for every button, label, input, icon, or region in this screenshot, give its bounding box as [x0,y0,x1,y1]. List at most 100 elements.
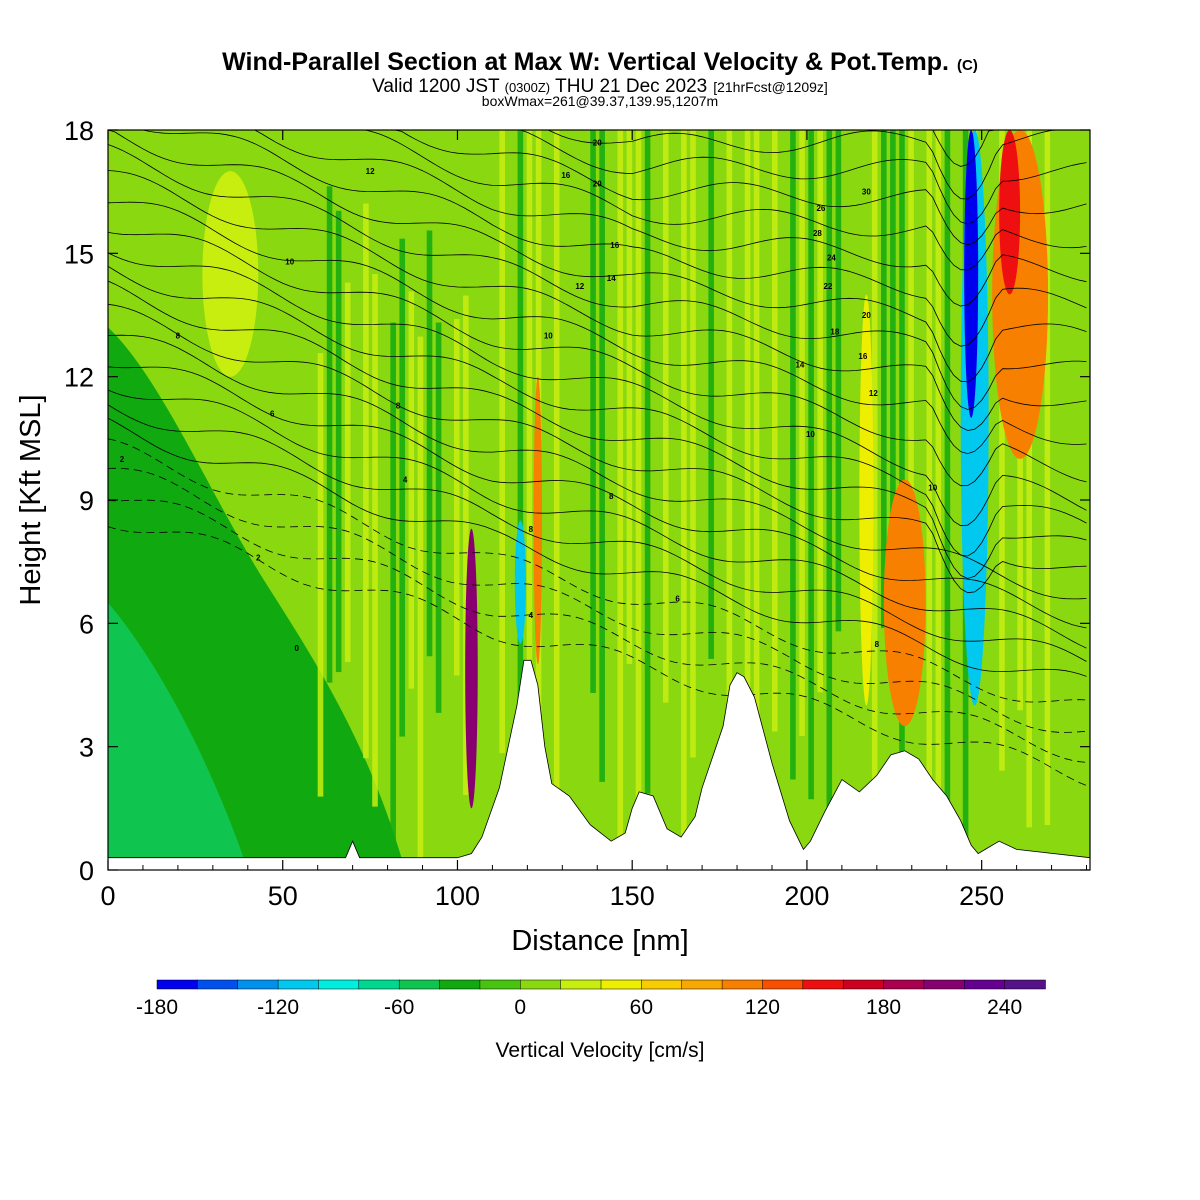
isentrope [108,280,1087,579]
field-streak [881,130,887,629]
x-axis-label: Distance [nm] [511,925,688,957]
field-streak [399,238,406,737]
isentrope-label: 10 [285,258,294,267]
isentrope-label: 8 [875,640,880,649]
isentrope [108,144,1087,410]
colorbar-tick-label: -60 [384,996,414,1019]
field-feature [533,376,543,665]
field-streak [526,130,533,816]
isentrope [108,526,1087,786]
isentrope-labels: 1210868242010121620201614884626282422302… [120,138,938,653]
isentrope-label: 10 [806,430,815,439]
field-streak [372,274,378,807]
isentrope [108,130,1087,200]
field-streak [799,130,805,736]
colorbar-swatch [802,979,844,990]
field-streak [317,353,324,797]
isentrope [108,389,1087,649]
isentrope-label: 12 [575,282,584,291]
chart-subtitle: Valid 1200 JST (0300Z) THU 21 Dec 2023 [21h… [372,76,828,97]
colorbar-swatch [237,979,279,990]
field-streak [681,130,687,846]
isentrope-label: 26 [816,204,825,213]
isentrope [108,417,1087,677]
isentrope [108,130,1087,225]
field-streak [644,130,651,794]
colorbar-tick-label: 60 [630,996,653,1019]
colorbar-swatch [641,979,683,990]
field-streak [1026,130,1032,828]
isentrope-label: 8 [609,492,614,501]
terrain-profile [108,659,1090,870]
isentrope-label: 16 [610,241,619,250]
chart-title: Wind-Parallel Section at Max W: Vertical… [222,48,978,76]
isentrope-label: 4 [403,475,408,484]
field-feature [999,130,1021,295]
field-streak [590,130,596,693]
colorbar-tick-label: 0 [514,996,526,1019]
field-streak [499,130,505,754]
colorbar-swatch [439,979,481,990]
y-tick-label: 15 [64,239,94,269]
isentrope [108,303,1087,594]
x-tick-label: 150 [610,881,655,911]
field-feature [964,130,979,418]
field-streak [999,130,1005,771]
plot-area: 1210868242010121620201614884626282422302… [108,130,1090,870]
vertical-velocity-field [108,130,1090,870]
isentrope [108,201,1087,455]
isentrope-label: 16 [858,352,867,361]
isentrope-label: 18 [830,327,839,336]
subtitle-utc: (0300Z) [505,80,551,95]
isentrope [108,232,1087,487]
chart-subtitle2: boxWmax=261@39.37,139.95,1207m [482,93,718,109]
colorbar-swatch [520,979,562,990]
isentrope-label: 6 [675,595,680,604]
x-tick-label: 50 [268,881,298,911]
colorbar-swatch [277,979,320,990]
isentrope-label: 14 [795,360,804,369]
isentrope-label: 28 [813,229,822,238]
isentrope-label: 6 [270,410,275,419]
isentrope [108,265,1087,557]
colorbar-tick-label: 120 [745,996,780,1019]
colorbar-swatch [1004,979,1046,990]
field-streak [808,130,814,800]
colorbar: -180 -120 -60 0 60 120 180 240 [136,979,1046,1019]
field-feature [202,171,259,377]
isentrope [108,130,1087,246]
isentrope-label: 8 [396,401,401,410]
colorbar-tick-label: -120 [257,996,299,1019]
chart-title-main: Wind-Parallel Section at Max W: Vertical… [222,48,949,76]
field-streak [326,186,333,683]
x-tick-label: 0 [100,881,115,911]
field-streak [744,130,751,731]
colorbar-swatch [721,979,764,990]
field-streak [626,130,633,664]
field-streak [690,130,696,758]
field-streak [753,130,760,760]
field-streak [408,291,415,689]
y-tick-label: 3 [79,733,94,763]
isentrope-label: 12 [366,167,375,176]
isentrope [108,130,1087,307]
y-tick-label: 9 [79,486,94,516]
field-streak [390,322,396,861]
field-streak [599,130,605,782]
field-streak [871,130,878,782]
colorbar-swatch [762,979,804,990]
colorbar-swatch [923,979,966,990]
field-streak [944,130,951,833]
field-streak [835,130,842,632]
colorbar-swatch [398,979,441,990]
field-region [108,602,248,870]
y-tick-label: 18 [64,116,94,146]
field-streak [790,130,796,780]
colorbar-swatch [560,979,602,990]
isentrope-label: 0 [294,644,299,653]
field-streak [908,130,914,641]
isentrope-label: 4 [529,611,534,620]
field-streak [935,130,942,800]
colorbar-swatch [681,979,723,990]
